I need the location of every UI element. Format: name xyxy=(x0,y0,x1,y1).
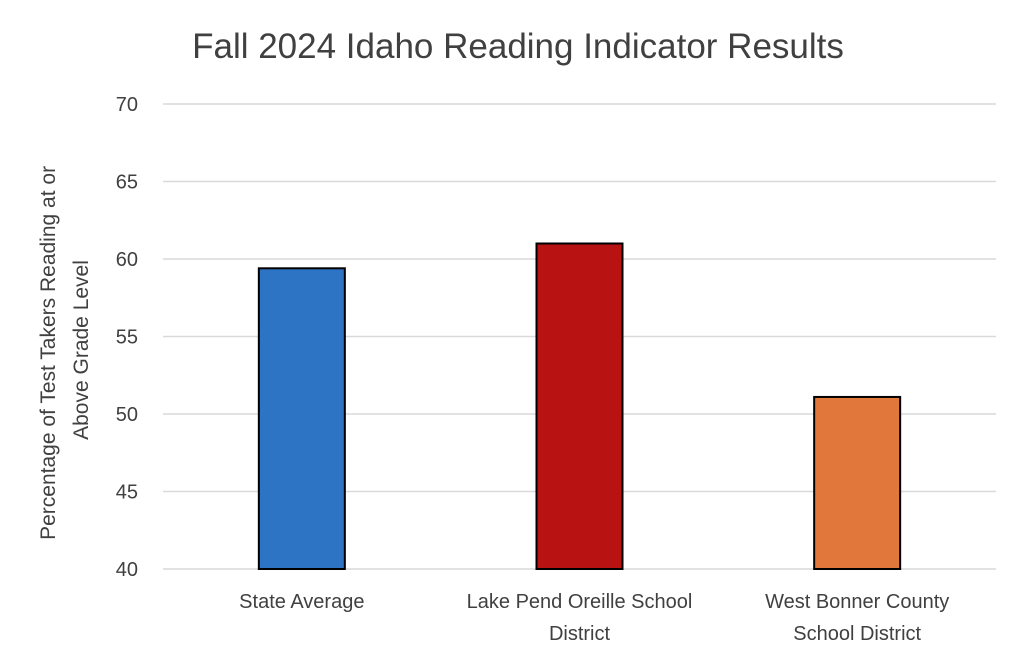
x-tick-label-line: District xyxy=(549,623,611,645)
y-axis-label-line: Above Grade Level xyxy=(70,260,93,440)
y-axis-label: Percentage of Test Takers Reading at or … xyxy=(37,160,93,540)
x-tick-label: West Bonner County School District xyxy=(765,591,949,645)
y-tick-label: 60 xyxy=(116,249,138,271)
y-tick-label: 50 xyxy=(116,404,138,426)
bars xyxy=(257,242,902,571)
y-tick-label: 55 xyxy=(116,327,138,349)
x-axis-ticks: State Average Lake Pend Oreille School Dis… xyxy=(239,591,949,645)
x-tick-label: Lake Pend Oreille School District xyxy=(467,591,693,645)
x-tick-label: State Average xyxy=(239,591,364,613)
y-tick-label: 45 xyxy=(116,482,138,504)
x-tick-label-line: State Average xyxy=(239,591,364,613)
bar xyxy=(535,242,624,570)
chart-title: Fall 2024 Idaho Reading Indicator Result… xyxy=(192,27,844,66)
y-tick-label: 65 xyxy=(116,172,138,194)
x-tick-label-line: Lake Pend Oreille School xyxy=(467,591,693,613)
y-tick-label: 70 xyxy=(116,94,138,116)
y-tick-label: 40 xyxy=(116,559,138,581)
bar xyxy=(257,267,346,570)
x-tick-label-line: West Bonner County xyxy=(765,591,949,613)
y-axis-ticks: 40 45 50 55 60 65 70 xyxy=(116,94,138,581)
bar xyxy=(813,395,902,571)
y-axis-label-line: Percentage of Test Takers Reading at or xyxy=(37,166,60,540)
x-tick-label-line: School District xyxy=(793,623,921,645)
